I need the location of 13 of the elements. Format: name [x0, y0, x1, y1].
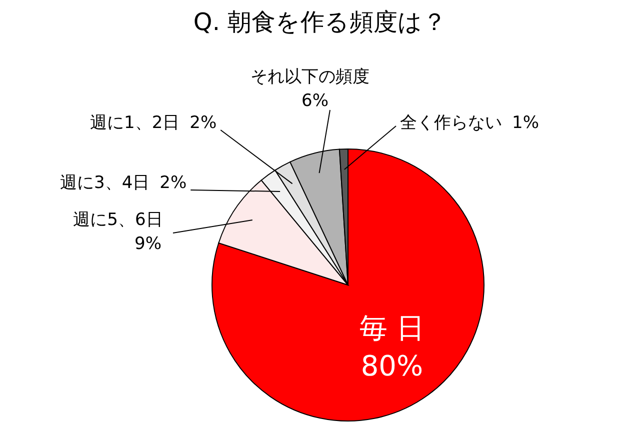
- slice-label: 週に1、2日: [90, 113, 180, 133]
- data-label: 2%: [190, 113, 217, 133]
- data-label: 1%: [512, 113, 539, 133]
- title: Q. 朝食を作る頻度は？: [193, 8, 447, 36]
- slice-label: 週に5、6日: [73, 210, 163, 230]
- data-label: 2%: [160, 173, 187, 193]
- slice-label: 週に3、4日: [60, 173, 150, 193]
- slice-label: それ以下の頻度: [250, 67, 370, 87]
- slice-label: 全く作らない: [400, 113, 502, 133]
- data-label: 6%: [302, 91, 328, 111]
- data-label: 80%: [360, 350, 424, 383]
- slice-label: 毎 日: [360, 312, 424, 345]
- data-label: 9%: [134, 234, 162, 254]
